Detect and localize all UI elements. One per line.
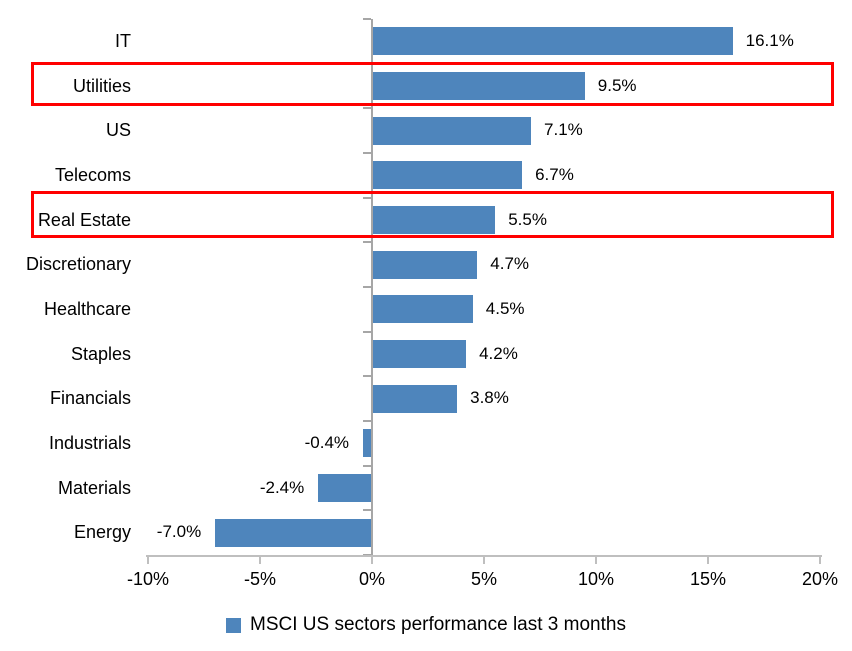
y-axis-tick [363, 241, 371, 244]
value-label: -0.4% [304, 433, 350, 452]
y-axis-line [371, 19, 373, 557]
value-label: 9.5% [597, 75, 637, 95]
value-label: 16.1% [745, 31, 794, 50]
highlight-box [31, 61, 834, 106]
bar [215, 518, 372, 547]
bar [372, 340, 467, 368]
category-label: Discretionary [25, 254, 131, 275]
value-label: 3.8% [470, 388, 509, 408]
bar [318, 474, 372, 502]
x-axis-tick-label: 0% [358, 569, 386, 589]
legend-label: MSCI US sectors performance last 3 month… [250, 614, 626, 635]
x-axis-tick [819, 555, 821, 564]
x-axis-tick-label: 10% [577, 569, 615, 589]
y-axis-tick [363, 18, 371, 20]
value-label: 7.1% [544, 120, 583, 140]
bar [372, 161, 523, 190]
category-label: Real Estate [37, 209, 131, 230]
category-label: Industrials [48, 433, 131, 453]
y-axis-tick [363, 286, 371, 288]
value-label: -2.4% [259, 477, 305, 497]
category-label: IT [115, 31, 131, 51]
category-label: Utilities [72, 75, 131, 96]
value-label: 5.5% [508, 209, 547, 229]
bar [372, 250, 478, 279]
y-axis-tick [363, 420, 371, 422]
category-label: Telecoms [54, 165, 131, 185]
category-label: Healthcare [43, 299, 131, 319]
value-label: 6.7% [535, 165, 574, 184]
x-axis-tick [147, 555, 149, 564]
y-axis-tick [363, 152, 371, 154]
bar [372, 116, 532, 145]
category-label: Financials [49, 388, 131, 409]
bar [372, 384, 458, 413]
category-label: Staples [70, 343, 131, 364]
x-axis-tick-label: -5% [243, 569, 277, 589]
y-axis-tick [363, 330, 371, 333]
y-axis-tick [363, 196, 371, 199]
x-axis-tick [595, 555, 597, 564]
highlight-box [31, 191, 834, 238]
legend-swatch-icon [226, 617, 242, 633]
value-label: -7.0% [156, 522, 202, 542]
y-axis-tick [363, 464, 371, 467]
bar [363, 429, 372, 458]
x-axis-tick [371, 555, 373, 564]
x-axis-tick [707, 555, 709, 564]
legend: MSCI US sectors performance last 3 month… [0, 611, 852, 639]
category-label: US [105, 120, 131, 141]
y-axis-tick [363, 509, 371, 512]
bar [372, 295, 473, 324]
bar [372, 27, 733, 56]
value-label: 4.7% [490, 254, 530, 274]
x-axis-tick-label: 15% [689, 569, 727, 589]
category-label: Energy [73, 522, 131, 543]
bar [372, 72, 585, 100]
x-axis-tick-label: 20% [801, 569, 839, 589]
bar [372, 206, 496, 234]
y-axis-tick [363, 107, 371, 110]
x-axis-tick-label: 5% [470, 569, 498, 589]
value-label: 4.5% [485, 299, 525, 318]
value-label: 4.2% [479, 343, 518, 363]
y-axis-tick [363, 375, 371, 378]
x-axis-tick [483, 555, 485, 564]
category-label: Materials [57, 477, 131, 498]
x-axis-tick [259, 555, 261, 564]
x-axis-tick-label: -10% [126, 569, 170, 589]
